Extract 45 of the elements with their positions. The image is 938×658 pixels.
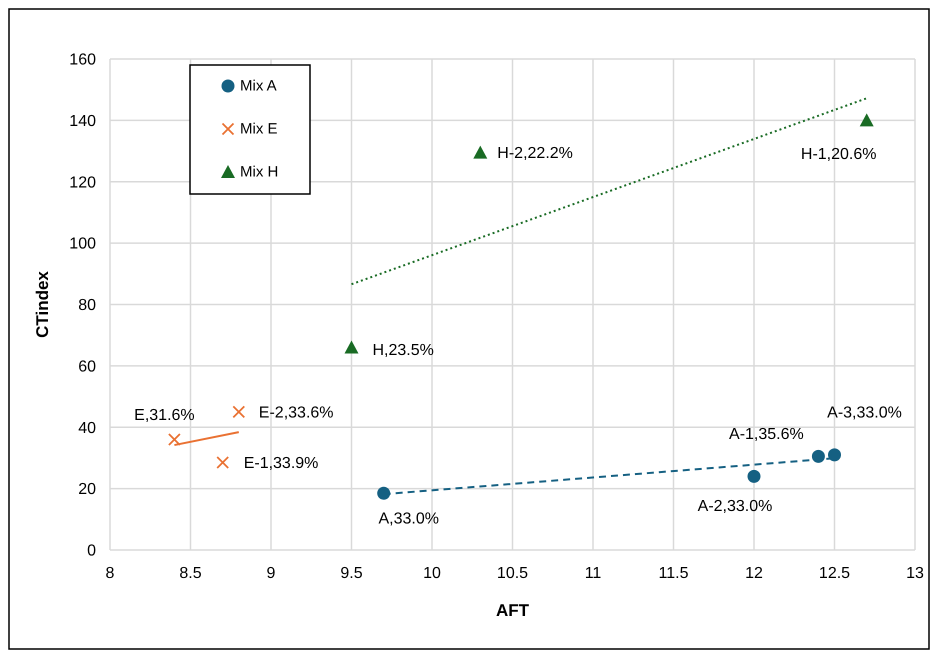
x-tick-label: 10.5 <box>496 565 528 582</box>
y-tick-label: 120 <box>69 174 96 192</box>
annotation: A-3,33.0% <box>827 404 902 422</box>
annotation: H,23.5% <box>372 342 434 359</box>
point <box>344 340 358 354</box>
x-tick-label: 9 <box>266 565 276 582</box>
y-tick-label: 80 <box>78 297 96 314</box>
y-tick-label: 100 <box>69 236 96 253</box>
point <box>748 470 760 483</box>
y-tick-label: 40 <box>78 420 96 437</box>
legend-label: Mix H <box>240 164 278 180</box>
annotation: A-1,35.6% <box>729 426 804 443</box>
point <box>812 450 825 463</box>
point <box>828 448 841 462</box>
point <box>860 113 874 126</box>
point <box>168 433 181 446</box>
annotation: H-1,20.6% <box>800 146 876 163</box>
point <box>377 486 390 500</box>
x-tick-label: 8 <box>106 565 115 582</box>
y-tick-label: 0 <box>87 542 96 560</box>
x-tick-label: 13 <box>906 565 924 582</box>
x-tick-label: 11.5 <box>658 565 689 582</box>
x-tick-label: 9.5 <box>340 565 363 582</box>
y-tick-label: 160 <box>69 52 96 68</box>
y-tick-label: 20 <box>78 481 96 498</box>
annotation: E,31.6% <box>134 407 195 424</box>
y-tick-label: 140 <box>69 112 96 130</box>
legend-label: Mix E <box>240 120 278 138</box>
y-axis-title: CTindex <box>33 270 52 338</box>
annotation: H-2,22.2% <box>497 145 573 162</box>
x-tick-label: 11 <box>584 565 602 582</box>
x-axis-title: AFT <box>496 601 530 620</box>
y-tick-label: 60 <box>78 358 96 376</box>
x-tick-label: 12 <box>745 565 763 582</box>
point <box>232 406 246 418</box>
x-tick-label: 10 <box>423 565 441 582</box>
annotation: E-2,33.6% <box>258 404 334 422</box>
annotation: A-2,33.0% <box>698 498 772 515</box>
annotation: E-1,33.9% <box>244 455 318 472</box>
point <box>216 456 230 469</box>
x-tick-label: 8.5 <box>179 565 202 582</box>
legend-label: Mix A <box>240 78 277 94</box>
annotation: A,33.0% <box>378 510 439 528</box>
point <box>473 146 488 159</box>
x-tick-label: 12.5 <box>818 565 850 582</box>
